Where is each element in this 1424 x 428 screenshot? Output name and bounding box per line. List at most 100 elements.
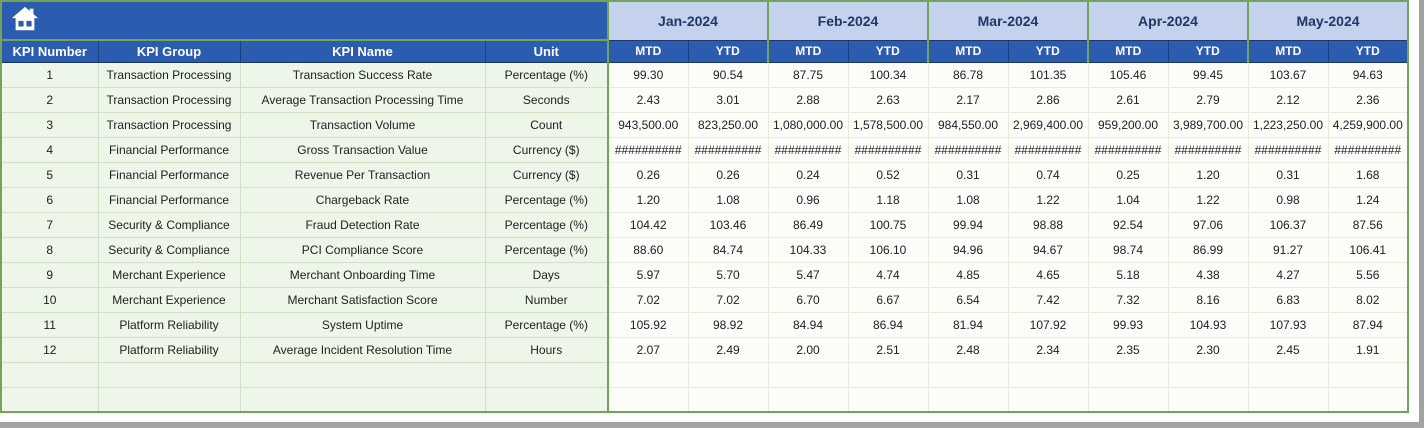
kpi-group-cell[interactable]: Transaction Processing [97,111,241,138]
value-cell[interactable]: 87.94 [1327,311,1409,338]
empty-value-cell[interactable] [847,361,929,388]
unit-cell[interactable]: Count [484,111,609,138]
value-cell[interactable]: 99.45 [1167,61,1249,88]
empty-value-cell[interactable] [607,361,689,388]
empty-value-cell[interactable] [687,361,769,388]
value-cell[interactable]: 106.10 [847,236,929,263]
kpi-group-cell[interactable]: Transaction Processing [97,61,241,88]
value-cell[interactable]: 0.31 [927,161,1009,188]
kpi-group-cell[interactable]: Platform Reliability [97,311,241,338]
column-header-cell[interactable]: KPI Group [98,40,241,63]
kpi-name-cell[interactable]: PCI Compliance Score [239,236,486,263]
value-cell[interactable]: ########## [1247,136,1329,163]
kpi-number-cell[interactable]: 10 [0,286,99,313]
value-cell[interactable]: 87.75 [767,61,849,88]
value-cell[interactable]: 984,550.00 [927,111,1009,138]
value-cell[interactable]: 1.04 [1087,186,1169,213]
value-cell[interactable]: 0.26 [607,161,689,188]
empty-value-cell[interactable] [767,361,849,388]
value-cell[interactable]: 823,250.00 [687,111,769,138]
value-cell[interactable]: 3,989,700.00 [1167,111,1249,138]
empty-left-cell[interactable] [0,386,99,413]
period-header-cell[interactable]: YTD [1008,40,1089,63]
kpi-name-cell[interactable]: System Uptime [239,311,486,338]
value-cell[interactable]: 0.31 [1247,161,1329,188]
value-cell[interactable]: 2.45 [1247,336,1329,363]
value-cell[interactable]: 6.54 [927,286,1009,313]
kpi-group-cell[interactable]: Financial Performance [97,136,241,163]
unit-cell[interactable]: Seconds [484,86,609,113]
empty-value-cell[interactable] [1327,361,1409,388]
value-cell[interactable]: 100.75 [847,211,929,238]
kpi-number-cell[interactable]: 1 [0,61,99,88]
period-header-cell[interactable]: YTD [688,40,769,63]
kpi-group-cell[interactable]: Merchant Experience [97,286,241,313]
value-cell[interactable]: 103.67 [1247,61,1329,88]
empty-left-cell[interactable] [0,361,99,388]
value-cell[interactable]: 5.56 [1327,261,1409,288]
value-cell[interactable]: 2.12 [1247,86,1329,113]
value-cell[interactable]: 5.70 [687,261,769,288]
empty-value-cell[interactable] [1167,386,1249,413]
unit-cell[interactable]: Number [484,286,609,313]
value-cell[interactable]: 107.92 [1007,311,1089,338]
kpi-group-cell[interactable]: Security & Compliance [97,211,241,238]
month-header-cell[interactable]: Mar-2024 [927,1,1089,41]
kpi-name-cell[interactable]: Fraud Detection Rate [239,211,486,238]
value-cell[interactable]: 2.34 [1007,336,1089,363]
value-cell[interactable]: 98.88 [1007,211,1089,238]
value-cell[interactable]: 2.48 [927,336,1009,363]
kpi-name-cell[interactable]: Transaction Volume [239,111,486,138]
empty-value-cell[interactable] [1247,386,1329,413]
value-cell[interactable]: ########## [1007,136,1089,163]
kpi-number-cell[interactable]: 4 [0,136,99,163]
value-cell[interactable]: 91.27 [1247,236,1329,263]
value-cell[interactable]: 3.01 [687,86,769,113]
kpi-number-cell[interactable]: 11 [0,311,99,338]
kpi-name-cell[interactable]: Merchant Satisfaction Score [239,286,486,313]
value-cell[interactable]: 2.49 [687,336,769,363]
empty-value-cell[interactable] [1087,361,1169,388]
empty-value-cell[interactable] [847,386,929,413]
value-cell[interactable]: 2.07 [607,336,689,363]
kpi-group-cell[interactable]: Merchant Experience [97,261,241,288]
value-cell[interactable]: 104.33 [767,236,849,263]
value-cell[interactable]: ########## [1087,136,1169,163]
value-cell[interactable]: 101.35 [1007,61,1089,88]
value-cell[interactable]: 100.34 [847,61,929,88]
column-header-cell[interactable]: KPI Name [240,40,486,63]
kpi-name-cell[interactable]: Average Transaction Processing Time [239,86,486,113]
value-cell[interactable]: 0.98 [1247,186,1329,213]
value-cell[interactable]: 2.30 [1167,336,1249,363]
value-cell[interactable]: 92.54 [1087,211,1169,238]
month-header-cell[interactable]: Feb-2024 [767,1,929,41]
value-cell[interactable]: 4,259,900.00 [1327,111,1409,138]
empty-left-cell[interactable] [239,361,486,388]
month-header-cell[interactable]: Apr-2024 [1087,1,1249,41]
empty-value-cell[interactable] [1327,386,1409,413]
value-cell[interactable]: 7.02 [607,286,689,313]
value-cell[interactable]: 1.68 [1327,161,1409,188]
value-cell[interactable]: 86.78 [927,61,1009,88]
kpi-name-cell[interactable]: Gross Transaction Value [239,136,486,163]
kpi-name-cell[interactable]: Transaction Success Rate [239,61,486,88]
month-header-cell[interactable]: Jan-2024 [607,1,769,41]
value-cell[interactable]: 4.38 [1167,261,1249,288]
value-cell[interactable]: 106.41 [1327,236,1409,263]
value-cell[interactable]: 2.63 [847,86,929,113]
unit-cell[interactable]: Percentage (%) [484,311,609,338]
kpi-number-cell[interactable]: 8 [0,236,99,263]
value-cell[interactable]: 4.85 [927,261,1009,288]
value-cell[interactable]: 5.97 [607,261,689,288]
value-cell[interactable]: ########## [607,136,689,163]
kpi-number-cell[interactable]: 7 [0,211,99,238]
unit-cell[interactable]: Percentage (%) [484,211,609,238]
value-cell[interactable]: 0.24 [767,161,849,188]
value-cell[interactable]: 4.65 [1007,261,1089,288]
value-cell[interactable]: 1,578,500.00 [847,111,929,138]
value-cell[interactable]: 7.02 [687,286,769,313]
empty-value-cell[interactable] [1247,361,1329,388]
unit-cell[interactable]: Days [484,261,609,288]
unit-cell[interactable]: Percentage (%) [484,186,609,213]
value-cell[interactable]: 1,223,250.00 [1247,111,1329,138]
